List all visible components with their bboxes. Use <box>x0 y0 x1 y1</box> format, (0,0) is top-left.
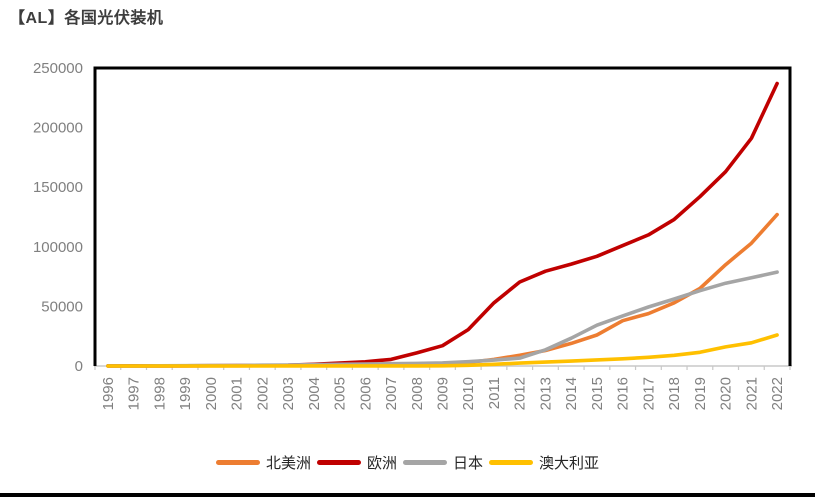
x-axis-tick-label: 2013 <box>537 377 554 410</box>
y-axis-tick-label: 200000 <box>33 120 83 137</box>
y-axis-tick-label: 0 <box>75 358 83 375</box>
x-axis-tick-label: 2012 <box>512 377 529 410</box>
legend-item-north-america: 北美洲 <box>215 452 311 473</box>
legend-label-australia: 澳大利亚 <box>539 455 600 472</box>
bottom-divider <box>0 493 815 497</box>
header: 【AL】各国光伏装机 <box>0 0 815 30</box>
x-axis-tick-label: 2022 <box>769 377 786 410</box>
x-axis-tick-label: 2001 <box>229 377 246 410</box>
legend-swatch-north-america <box>215 460 260 465</box>
legend-label-japan: 日本 <box>453 455 484 472</box>
x-axis-tick-label: 2020 <box>718 377 735 410</box>
x-axis-tick-label: 2007 <box>383 377 400 410</box>
chart-area: 0 50000 100000 150000 200000 250000 1996 1997 19… <box>0 50 815 442</box>
x-axis-tick-label: 2006 <box>357 377 374 410</box>
x-axis-tick-label: 2005 <box>332 377 349 410</box>
x-axis-tick-label: 2021 <box>743 377 760 410</box>
legend-swatch-australia <box>489 460 534 465</box>
x-axis-tick-label: 1998 <box>151 377 168 410</box>
x-axis-tick-label: 1997 <box>126 377 143 410</box>
legend-item-australia: 澳大利亚 <box>489 452 599 473</box>
plot-border <box>93 66 792 366</box>
series-line-australia <box>106 333 779 368</box>
x-axis-tick-label: 2014 <box>563 377 580 410</box>
series-line-japan <box>106 270 779 368</box>
y-axis-tick-label: 100000 <box>33 239 83 256</box>
x-axis-tick-label: 2004 <box>306 377 323 410</box>
legend-item-europe: 欧洲 <box>316 452 397 473</box>
x-axis-tick-label: 2019 <box>692 377 709 410</box>
page-title: 【AL】各国光伏装机 <box>9 10 164 27</box>
legend-item-japan: 日本 <box>403 452 483 473</box>
x-axis-tick-label: 2003 <box>280 377 297 410</box>
x-axis-tick-label: 1999 <box>177 377 194 410</box>
x-axis-tick-label: 2008 <box>409 377 426 410</box>
x-axis-tick-label: 2011 <box>486 377 503 409</box>
legend-swatch-europe <box>316 460 361 465</box>
x-axis-tick-label: 2002 <box>254 377 271 410</box>
series-line-north-america <box>106 212 779 368</box>
legend-label-europe: 欧洲 <box>366 455 397 472</box>
legend-swatch-japan <box>403 460 447 465</box>
x-axis-tick-label: 1996 <box>100 377 117 410</box>
y-axis-tick-label: 250000 <box>33 60 83 77</box>
y-axis-tick-label: 50000 <box>41 298 83 315</box>
x-axis-tick-label: 2009 <box>435 377 452 410</box>
series-line-europe <box>106 81 779 368</box>
x-axis-tick-label: 2015 <box>589 377 606 410</box>
x-axis-tick-label: 2018 <box>666 377 683 410</box>
chart-legend: 北美洲 欧洲 日本 澳大利亚 <box>0 452 815 473</box>
legend-label-north-america: 北美洲 <box>265 455 311 472</box>
chart-svg: 0 50000 100000 150000 200000 250000 1996 1997 19… <box>33 60 792 410</box>
x-axis-tick-label: 2017 <box>640 377 657 410</box>
x-axis-tick-label: 2010 <box>460 377 477 410</box>
x-axis-tick-label: 2000 <box>203 377 220 410</box>
y-axis-tick-label: 150000 <box>33 179 83 196</box>
x-axis-tick-label: 2016 <box>615 377 632 410</box>
